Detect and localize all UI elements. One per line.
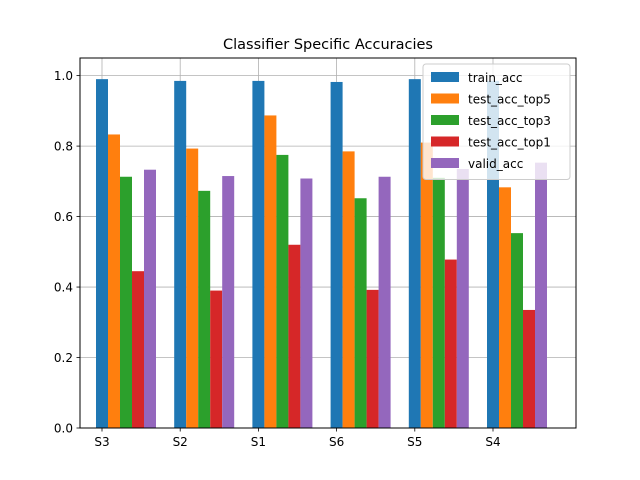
y-tick-label: 0.0 bbox=[54, 421, 73, 435]
y-tick-label: 0.4 bbox=[54, 280, 73, 294]
x-tick-label: S3 bbox=[94, 435, 109, 449]
legend-label-test_acc_top3: test_acc_top3 bbox=[468, 114, 551, 128]
bar-train_acc-S3 bbox=[96, 79, 108, 429]
legend-box bbox=[422, 63, 571, 180]
legend-swatch-valid_acc bbox=[431, 158, 459, 168]
legend-label-valid_acc: valid_acc bbox=[468, 157, 523, 171]
bar-test_acc_top1-S6 bbox=[366, 289, 379, 428]
bar-train_acc-S2 bbox=[174, 80, 187, 429]
bar-valid_acc-S3 bbox=[144, 169, 156, 428]
bar-test_acc_top1-S3 bbox=[132, 271, 144, 428]
bar-test_acc_top5-S3 bbox=[108, 134, 120, 428]
bar-train_acc-S5 bbox=[408, 79, 421, 429]
legend-swatch-test_acc_top3 bbox=[431, 115, 459, 125]
x-axis: S3 S2 S1 S6 S5 S4 bbox=[94, 428, 501, 449]
plot-frame bbox=[79, 57, 577, 429]
bar-test_acc_top3-S5 bbox=[432, 177, 445, 428]
bar-test_acc_top5-S1 bbox=[264, 115, 277, 428]
bar-test_acc_top5-S6 bbox=[342, 151, 355, 428]
bar-test_acc_top1-S4 bbox=[523, 309, 535, 428]
x-tick-label: S4 bbox=[485, 435, 500, 449]
x-tick-label: S5 bbox=[407, 435, 422, 449]
y-tick-label: 1.0 bbox=[54, 69, 73, 83]
bar-valid_acc-S6 bbox=[378, 176, 391, 428]
legend-swatch-test_acc_top5 bbox=[431, 93, 459, 104]
legend-swatch-test_acc_top1 bbox=[431, 136, 459, 147]
chart-title: Classifier Specific Accuracies bbox=[223, 37, 433, 53]
bar-test_acc_top5-S4 bbox=[499, 187, 511, 428]
bar-valid_acc-S5 bbox=[456, 169, 469, 428]
y-tick-label: 0.6 bbox=[54, 210, 73, 224]
bar-test_acc_top1-S5 bbox=[444, 259, 457, 428]
bar-test_acc_top3-S1 bbox=[276, 154, 289, 428]
y-axis: 0.0 0.2 0.4 0.6 0.8 1.0 bbox=[54, 69, 80, 435]
bar-test_acc_top5-S2 bbox=[186, 148, 199, 429]
y-tick-label: 0.8 bbox=[54, 139, 73, 153]
legend-label-test_acc_top1: test_acc_top1 bbox=[468, 136, 551, 150]
y-tick-label: 0.2 bbox=[54, 351, 73, 365]
bar-test_acc_top3-S6 bbox=[354, 198, 367, 428]
bar-test_acc_top1-S1 bbox=[288, 244, 301, 428]
x-tick-label: S6 bbox=[329, 435, 344, 449]
legend-label-train_acc: train_acc bbox=[468, 71, 522, 85]
bar-test_acc_top3-S2 bbox=[198, 190, 211, 428]
legend: train_acc test_acc_top5 test_acc_top3 test_… bbox=[422, 63, 571, 180]
x-tick-label: S2 bbox=[173, 435, 188, 449]
x-tick-label: S1 bbox=[251, 435, 266, 449]
bar-valid_acc-S1 bbox=[300, 178, 313, 428]
bar-train_acc-S1 bbox=[252, 80, 265, 429]
bar-test_acc_top5-S5 bbox=[420, 142, 433, 429]
bar-train_acc-S6 bbox=[330, 81, 343, 428]
bars bbox=[96, 79, 547, 429]
legend-label-test_acc_top5: test_acc_top5 bbox=[468, 93, 551, 107]
legend-swatch-train_acc bbox=[431, 72, 459, 82]
bar-test_acc_top3-S3 bbox=[120, 176, 132, 428]
bar-valid_acc-S2 bbox=[222, 176, 235, 428]
bar-valid_acc-S4 bbox=[535, 162, 547, 428]
bar-test_acc_top3-S4 bbox=[511, 233, 523, 428]
bar-test_acc_top1-S2 bbox=[210, 290, 223, 428]
